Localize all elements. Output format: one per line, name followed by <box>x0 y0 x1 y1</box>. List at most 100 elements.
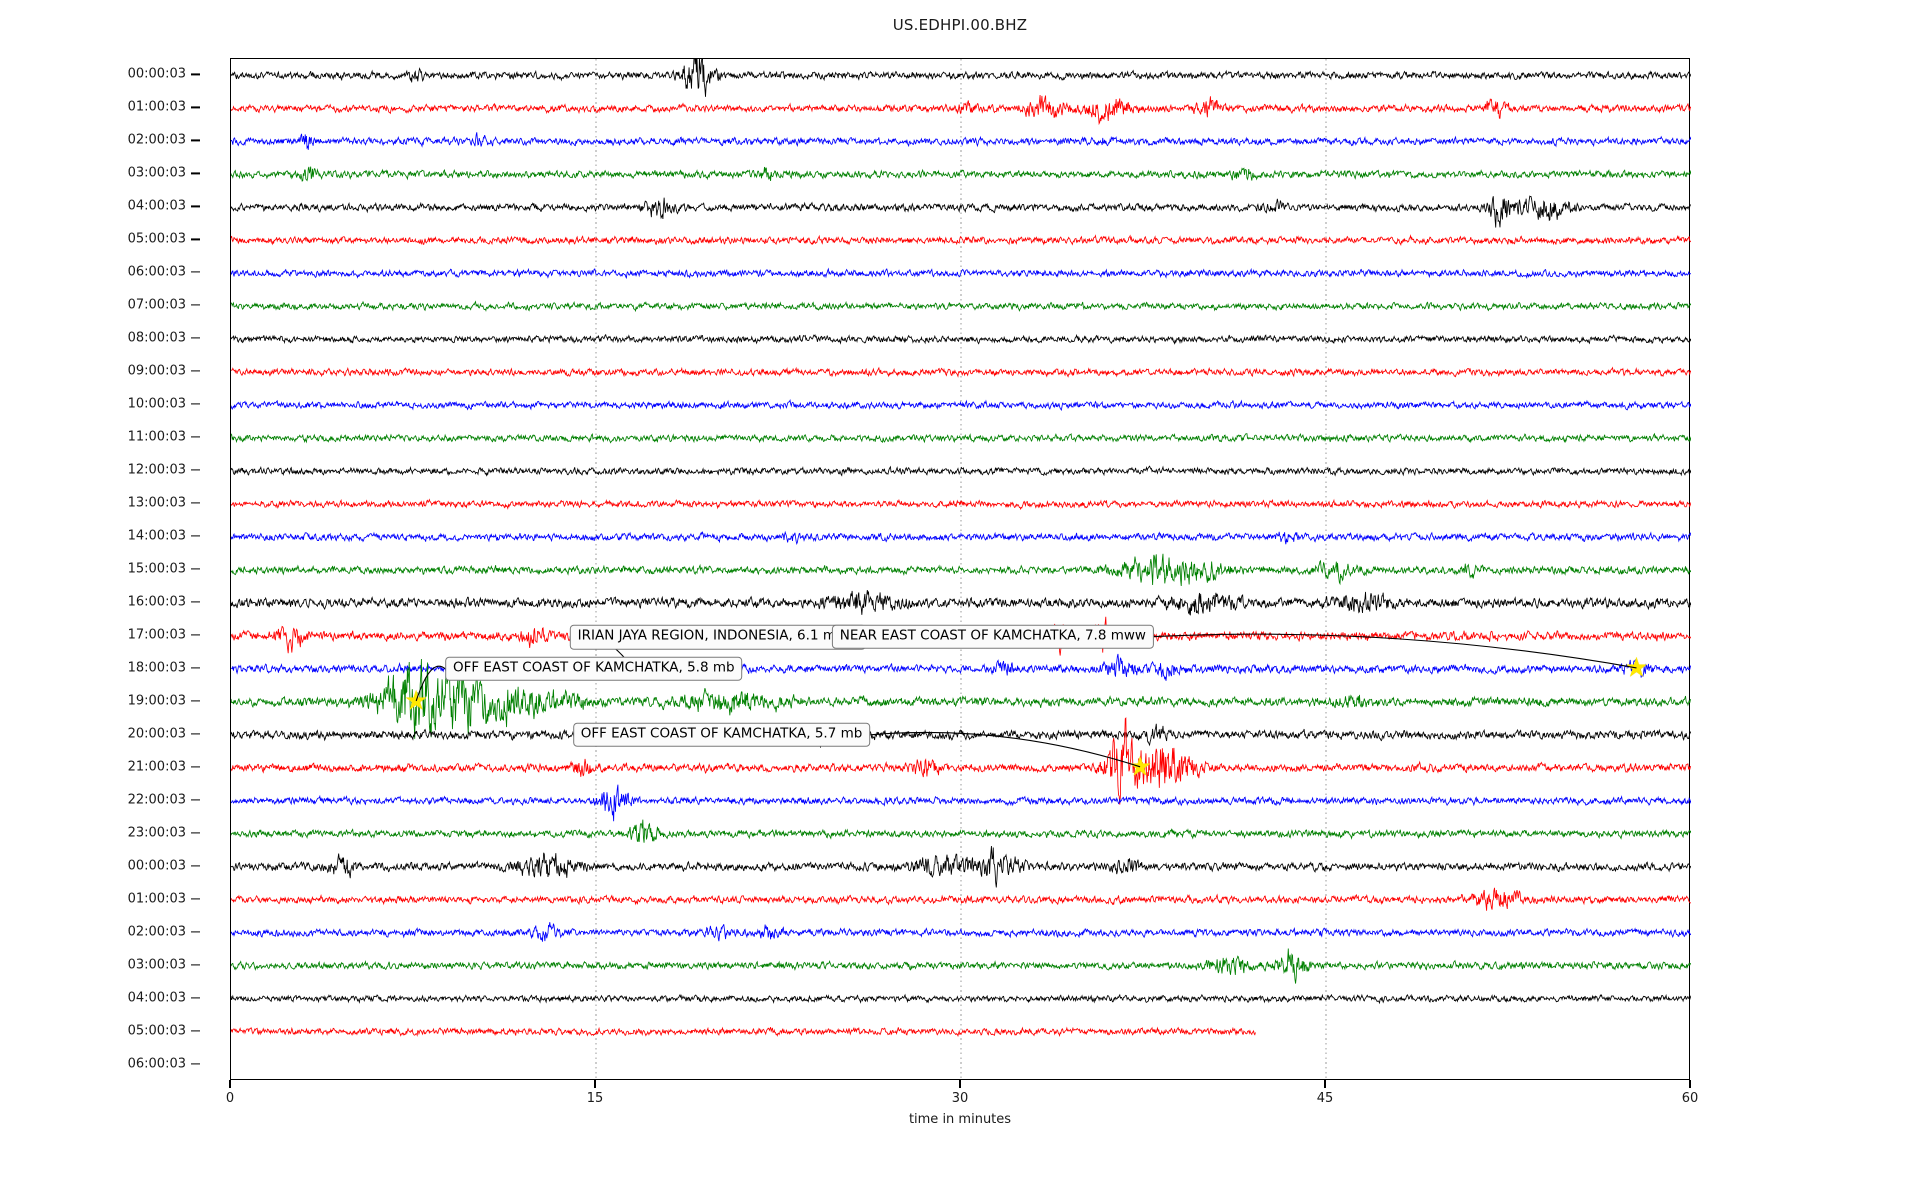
annot-irian-jaya[interactable]: IRIAN JAYA REGION, INDONESIA, 6.1 mww <box>569 624 867 650</box>
y-tick-mark <box>191 799 200 801</box>
y-tick-mark <box>191 601 200 603</box>
trace-23 <box>231 819 1691 843</box>
y-tick-mark <box>191 634 200 636</box>
annot-kamchatka-58[interactable]: OFF EAST COAST OF KAMCHATKA, 5.8 mb <box>444 656 743 681</box>
y-tick-label: 07:00:03 <box>127 297 186 313</box>
trace-21 <box>231 717 1691 805</box>
y-tick-label: 09:00:03 <box>127 363 186 379</box>
x-tick-label: 0 <box>225 1091 235 1106</box>
trace-24 <box>231 846 1691 888</box>
y-tick-label: 11:00:03 <box>127 429 186 445</box>
x-tick-label: 45 <box>1316 1091 1334 1106</box>
y-tick-mark <box>191 139 200 141</box>
x-tick-mark <box>1689 1080 1691 1088</box>
y-tick-mark <box>191 205 200 207</box>
y-axis: 00:00:03 01:00:03 02:00:03 03:00:03 04:00:03… <box>0 58 230 1080</box>
trace-6 <box>231 267 1691 280</box>
y-tick-mark <box>191 733 200 735</box>
x-axis: 0 15 30 45 60 <box>226 1080 1698 1140</box>
seismogram-traces <box>231 59 1691 1081</box>
trace-7 <box>231 300 1691 313</box>
star-kamchatka-57-icon: ★ <box>1127 751 1153 783</box>
y-tick-mark <box>191 667 200 669</box>
trace-19 <box>231 659 1691 739</box>
trace-9 <box>231 366 1691 378</box>
y-tick-label: 19:00:03 <box>127 693 186 709</box>
trace-27 <box>231 948 1691 984</box>
annot-kamchatka-78[interactable]: NEAR EAST COAST OF KAMCHATKA, 7.8 mww <box>831 624 1154 649</box>
y-tick-mark <box>191 370 200 372</box>
y-tick-mark <box>191 172 200 174</box>
y-tick-label: 17:00:03 <box>127 627 186 643</box>
trace-3 <box>231 166 1691 182</box>
page-title: US.EDHPI.00.BHZ <box>892 16 1028 34</box>
y-tick-label: 03:00:03 <box>127 165 186 181</box>
y-tick-label: 02:00:03 <box>127 132 186 148</box>
star-kamchatka-78-icon: ★ <box>1624 652 1649 684</box>
y-tick-label: 13:00:03 <box>127 495 186 511</box>
trace-29 <box>231 1026 1256 1037</box>
x-axis-title: time in minutes <box>908 1112 1012 1127</box>
trace-13 <box>231 498 1691 511</box>
y-tick-mark <box>191 73 200 76</box>
trace-1 <box>231 95 1691 126</box>
y-tick-label: 10:00:03 <box>127 396 186 412</box>
y-tick-mark <box>191 996 200 999</box>
y-tick-mark <box>191 271 200 273</box>
star-kamchatka-58-icon: ★ <box>404 685 429 717</box>
y-tick-mark <box>191 337 200 339</box>
y-tick-mark <box>191 568 200 570</box>
trace-11 <box>231 432 1691 444</box>
y-tick-mark <box>191 898 200 900</box>
annot-kamchatka-57[interactable]: OFF EAST COAST OF KAMCHATKA, 5.7 mb <box>572 722 871 748</box>
y-tick-mark <box>191 865 200 867</box>
y-tick-label: 05:00:03 <box>127 231 186 247</box>
y-tick-label: 02:00:03 <box>127 924 186 940</box>
trace-22 <box>231 784 1691 822</box>
trace-26 <box>231 922 1691 942</box>
trace-15 <box>231 553 1691 586</box>
y-tick-mark <box>191 436 200 438</box>
x-tick-mark <box>1324 1080 1326 1088</box>
y-tick-mark <box>191 535 200 537</box>
y-tick-mark <box>191 1062 200 1065</box>
y-tick-mark <box>191 469 200 471</box>
y-tick-label: 04:00:03 <box>127 198 186 214</box>
y-tick-label: 22:00:03 <box>127 792 186 808</box>
y-tick-label: 00:00:03 <box>127 66 186 82</box>
y-tick-label: 05:00:03 <box>127 1023 186 1039</box>
trace-14 <box>231 530 1691 546</box>
trace-5 <box>231 234 1691 247</box>
trace-12 <box>231 465 1691 477</box>
x-tick-mark <box>594 1080 596 1088</box>
trace-0 <box>231 59 1691 97</box>
y-tick-mark <box>191 502 200 504</box>
y-tick-mark <box>191 766 200 768</box>
y-tick-mark <box>191 238 200 240</box>
trace-25 <box>231 887 1691 911</box>
y-tick-mark <box>191 832 200 834</box>
plot-area <box>230 58 1691 1081</box>
y-tick-label: 23:00:03 <box>127 825 186 841</box>
trace-10 <box>231 399 1691 412</box>
trace-2 <box>231 132 1691 150</box>
trace-16 <box>231 589 1691 616</box>
y-tick-label: 01:00:03 <box>127 99 186 115</box>
y-tick-mark <box>191 931 200 933</box>
x-tick-label: 15 <box>586 1091 604 1106</box>
y-tick-label: 21:00:03 <box>127 759 186 775</box>
y-tick-mark <box>191 403 200 405</box>
y-tick-label: 14:00:03 <box>127 528 186 544</box>
x-tick-label: 30 <box>951 1091 969 1106</box>
y-tick-label: 16:00:03 <box>127 594 186 610</box>
y-tick-mark <box>191 106 200 109</box>
y-tick-label: 01:00:03 <box>127 891 186 907</box>
y-tick-label: 04:00:03 <box>127 990 186 1006</box>
y-tick-label: 20:00:03 <box>127 726 186 742</box>
y-tick-label: 03:00:03 <box>127 957 186 973</box>
x-tick-mark <box>959 1080 961 1088</box>
y-tick-mark <box>191 964 200 966</box>
y-tick-mark <box>191 1029 200 1032</box>
y-tick-label: 15:00:03 <box>127 561 186 577</box>
